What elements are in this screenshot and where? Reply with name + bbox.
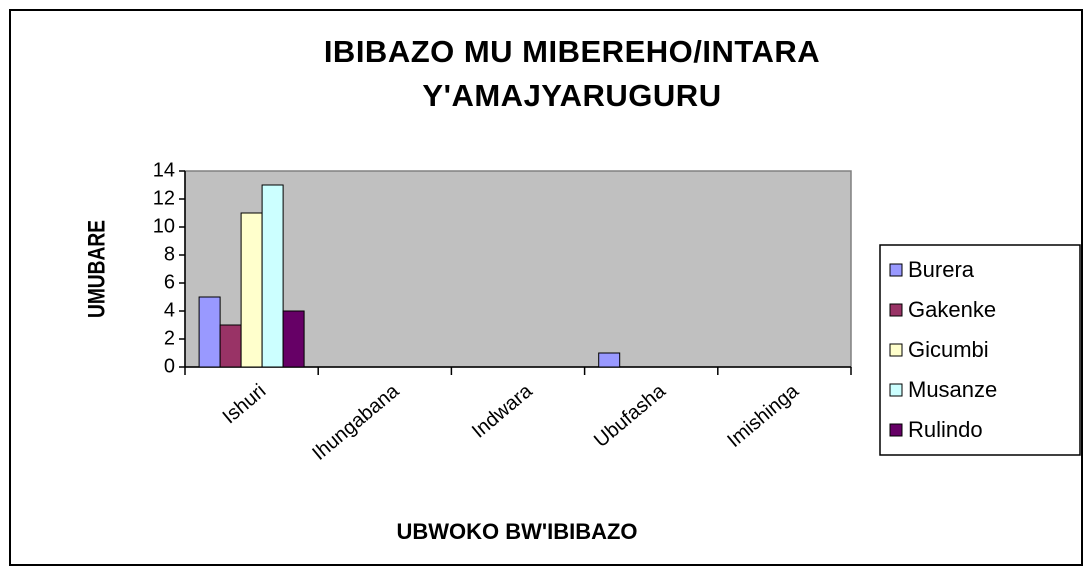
- legend-label: Gicumbi: [908, 337, 989, 362]
- legend-label: Gakenke: [908, 297, 996, 322]
- legend-label: Musanze: [908, 377, 997, 402]
- legend-label: Burera: [908, 257, 975, 282]
- legend-swatch: [889, 263, 903, 277]
- y-axis-label: UMUBARE: [82, 220, 110, 318]
- legend-swatch: [889, 343, 903, 357]
- legend-box: [879, 244, 1081, 456]
- legend-label: Rulindo: [908, 417, 983, 442]
- bar: [240, 212, 263, 368]
- y-tick-label: 12: [153, 187, 175, 209]
- y-tick-label: 6: [164, 271, 175, 293]
- y-tick-label: 10: [153, 215, 175, 237]
- chart-title: IBIBAZO MU MIBEREHO/INTARA Y'AMAJYARUGUR…: [323, 34, 821, 113]
- y-tick-label: 0: [164, 355, 175, 377]
- bar: [598, 352, 621, 368]
- y-tick-label: 8: [164, 243, 175, 265]
- bar: [198, 296, 221, 368]
- bar: [261, 184, 284, 368]
- x-axis-label: UBWOKO BW'IBIBAZO: [396, 519, 637, 544]
- legend-swatch: [889, 383, 903, 397]
- y-tick-label: 4: [164, 299, 175, 321]
- y-tick-label: 14: [153, 159, 175, 181]
- bar: [219, 324, 242, 368]
- legend-swatch: [889, 303, 903, 317]
- legend-swatch: [889, 423, 903, 437]
- bar: [282, 310, 305, 368]
- y-tick-label: 2: [164, 327, 175, 349]
